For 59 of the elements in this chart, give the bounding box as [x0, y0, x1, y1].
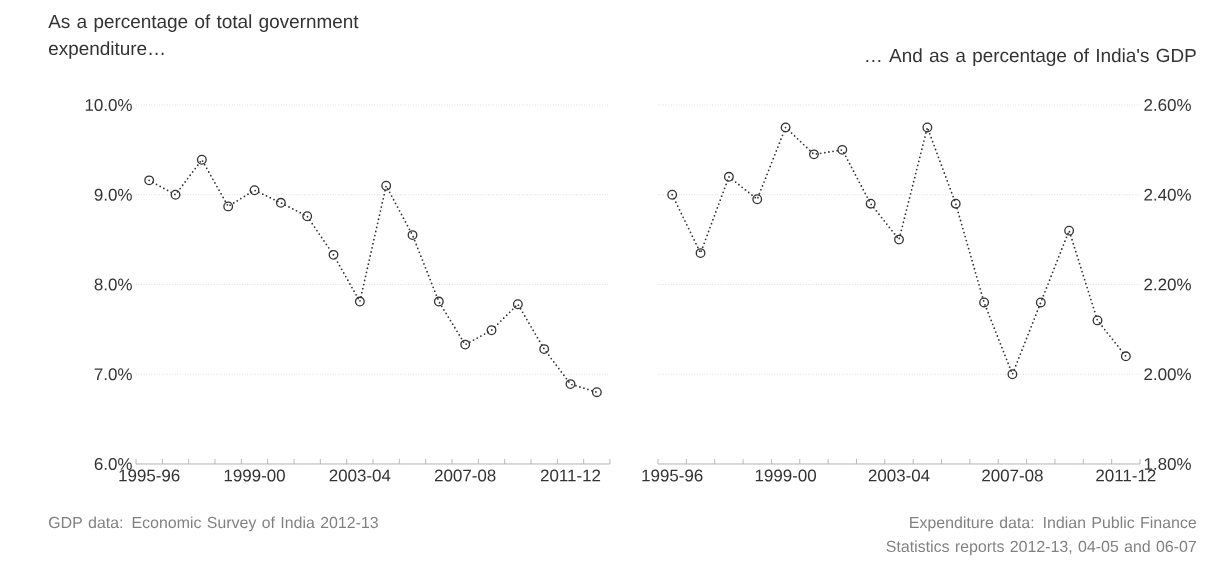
point [667, 189, 678, 200]
point [591, 387, 602, 398]
y-tick-label: 8.0% [94, 278, 132, 291]
x-tick-label: 2007-08 [434, 469, 496, 482]
point [922, 122, 933, 133]
y-tick-label: 6.0% [94, 457, 132, 470]
point [723, 171, 734, 182]
point [144, 175, 155, 186]
point [1064, 225, 1075, 236]
point [894, 234, 904, 245]
point [196, 154, 207, 165]
chart-title: As a percentage of total government expenditure… [48, 14, 359, 59]
x-tick-label: 2011-12 [1096, 469, 1156, 482]
chart-title: … And as a percentage of India's GDP [866, 48, 1196, 66]
x-tick-label: 2011-12 [540, 469, 601, 482]
y-tick-label: 2.00% [1144, 368, 1191, 381]
point [1092, 315, 1103, 326]
point [1035, 297, 1046, 308]
point [979, 297, 990, 308]
point [354, 296, 365, 307]
point [1120, 351, 1131, 362]
y-tick-label: 2.20% [1144, 278, 1191, 291]
x-tick-label: 1995-96 [642, 469, 703, 482]
point [433, 296, 444, 307]
text: GDP data: Economic Survey of India 2012-13 [49, 516, 378, 532]
y-tick-label: 2.60% [1144, 98, 1191, 111]
point [407, 230, 418, 241]
x-tick-label: 2003-04 [329, 469, 391, 482]
x-tick-label: 1999-00 [224, 469, 285, 482]
x-tick-label: 1995-96 [119, 469, 180, 482]
point [170, 189, 181, 200]
point [809, 149, 819, 160]
point [460, 339, 471, 350]
y-tick-label: 10.0% [85, 98, 132, 111]
point [565, 379, 576, 390]
point [780, 122, 791, 133]
x-tick-label: 2003-04 [868, 469, 930, 482]
point [752, 194, 763, 205]
y-tick-label: 1.80% [1144, 457, 1191, 470]
x-tick-label: 2007-08 [982, 469, 1043, 482]
point [486, 325, 497, 336]
point [275, 197, 286, 208]
point [381, 180, 392, 191]
point [512, 299, 523, 310]
point [950, 198, 961, 209]
point [539, 344, 550, 355]
point [837, 144, 848, 155]
point [1007, 369, 1018, 380]
point [695, 248, 706, 259]
point [223, 201, 234, 212]
y-tick-label: 2.40% [1144, 188, 1191, 201]
y-tick-label: 9.0% [94, 188, 132, 201]
text: Expenditure data: Indian Public Finance Statistics reports 2012-13, 04-05 and 06-07 [886, 516, 1197, 556]
point [328, 249, 339, 260]
x-tick-label: 1999-00 [755, 469, 817, 482]
y-tick-label: 7.0% [94, 368, 132, 381]
point [302, 211, 313, 222]
point [865, 198, 876, 209]
point [249, 185, 260, 196]
